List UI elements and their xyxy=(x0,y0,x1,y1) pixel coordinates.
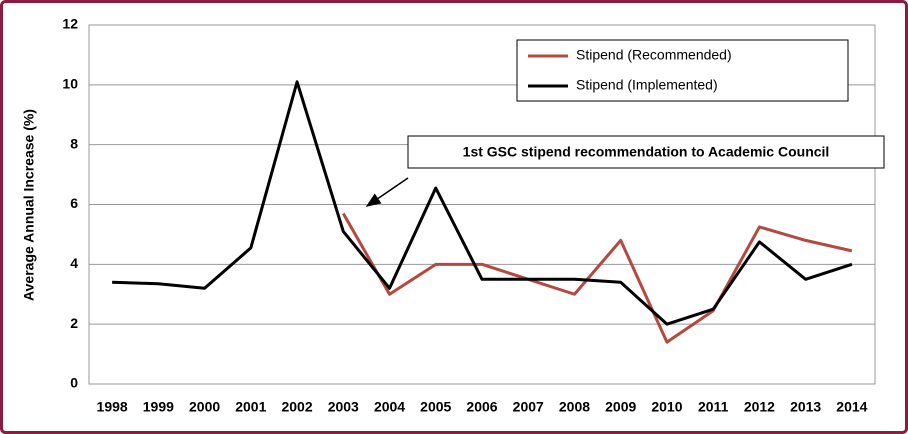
x-tick-label: 2008 xyxy=(559,399,590,415)
x-tick-label: 2010 xyxy=(651,399,682,415)
annotation-arrow xyxy=(365,177,409,207)
x-tick-label: 2004 xyxy=(374,399,405,415)
x-tick-label: 2002 xyxy=(281,399,312,415)
annotation-box xyxy=(407,135,885,169)
y-tick-label: 6 xyxy=(70,195,78,211)
y-tick-label: 4 xyxy=(70,255,78,271)
x-tick-label: 2009 xyxy=(605,399,636,415)
x-tick-label: 1998 xyxy=(97,399,128,415)
x-tick-label: 2001 xyxy=(235,399,266,415)
y-tick-label: 8 xyxy=(70,135,78,151)
x-tick-label: 2014 xyxy=(836,399,867,415)
series-line xyxy=(112,80,853,326)
x-tick-label: 2011 xyxy=(698,399,729,415)
series-line xyxy=(341,212,853,344)
y-tick-label: 12 xyxy=(62,16,78,32)
y-axis-label: Average Annual Increase (%) xyxy=(21,109,37,301)
legend xyxy=(516,39,849,102)
x-tick-label: 2003 xyxy=(328,399,359,415)
y-tick-label: 0 xyxy=(70,375,78,391)
annotation: 1st GSC stipend recommendation to Academ… xyxy=(463,144,830,160)
x-tick-label: 2012 xyxy=(744,399,775,415)
x-tick-label: 2007 xyxy=(513,399,544,415)
y-tick-label: 2 xyxy=(70,315,78,331)
legend-label: Stipend (Recommended) xyxy=(576,47,732,63)
x-tick-label: 2000 xyxy=(189,399,220,415)
x-tick-label: 2006 xyxy=(466,399,497,415)
legend-label: Stipend (Implemented) xyxy=(576,77,718,93)
x-tick-label: 2013 xyxy=(790,399,821,415)
x-tick-label: 1999 xyxy=(143,399,174,415)
y-tick-label: 10 xyxy=(62,76,78,92)
x-tick-label: 2005 xyxy=(420,399,451,415)
